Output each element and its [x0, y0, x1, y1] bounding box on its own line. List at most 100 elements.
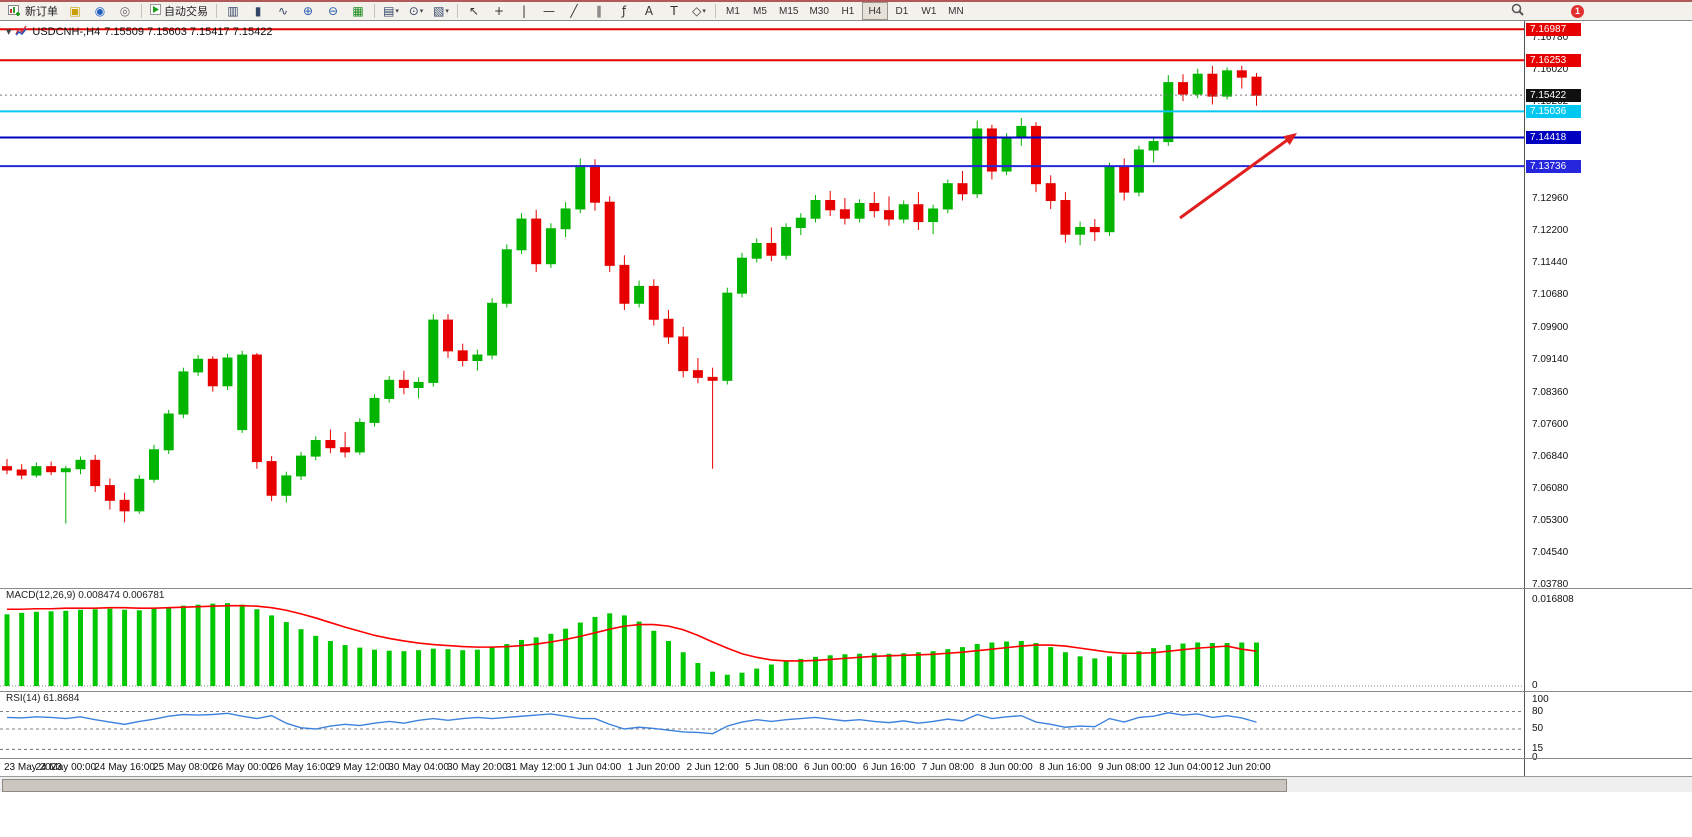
auto-trading-label: 自动交易 [164, 6, 208, 18]
label-icon: T [670, 4, 678, 18]
time-axis-label: 24 May 00:00 [35, 762, 97, 773]
price-axis-label: 7.06840 [1532, 450, 1569, 462]
tile-windows-button[interactable]: ▦ [346, 2, 370, 20]
crosshair-button[interactable]: + [487, 2, 511, 20]
price-axis-label: 7.16020 [1532, 64, 1569, 75]
bar-chart-button[interactable]: ▥ [221, 2, 245, 20]
fibonacci-button[interactable]: ƒ [612, 2, 636, 20]
macd-indicator-label: MACD(12,26,9) 0.008474 0.006781 [6, 590, 165, 601]
channel-icon: ∥ [596, 4, 602, 18]
price-axis-label: 7.12960 [1532, 192, 1569, 204]
line-chart-button[interactable]: ∿ [271, 2, 295, 20]
rsi-pane-divider[interactable] [0, 691, 1692, 692]
trendline-button[interactable]: ╱ [562, 2, 586, 20]
vertical-line-icon: | [521, 4, 527, 18]
timeframe-m30-button[interactable]: M30 [809, 5, 829, 17]
one-click-trading-caret-icon[interactable]: ▼ [6, 28, 12, 36]
horizontal-line-button[interactable]: — [537, 2, 561, 20]
channel-button[interactable]: ∥ [587, 2, 611, 20]
timeframe-m15-button[interactable]: M15 [779, 5, 799, 17]
cursor-icon: ↖ [468, 4, 480, 18]
candlestick-chart[interactable] [0, 21, 1524, 758]
timeframe-h1-button[interactable]: H1 [841, 5, 855, 17]
new-chart-icon: ▤ [383, 4, 395, 18]
timeframe-mn-button[interactable]: MN [948, 5, 964, 17]
time-axis-label: 8 Jun 00:00 [980, 762, 1033, 773]
price-axis-label: 7.07600 [1532, 418, 1569, 430]
ohlc-values: 7.15509 7.15603 7.15417 7.15422 [104, 26, 273, 38]
quick-icons-group: ▣ ◉ ◎ [63, 2, 137, 20]
time-axis-label: 31 May 12:00 [505, 762, 567, 773]
time-axis-label: 12 Jun 04:00 [1154, 762, 1212, 773]
mql5-button[interactable]: ▣ [63, 2, 87, 20]
time-axis-label: 24 May 16:00 [94, 762, 155, 773]
price-tag: 7.13736 [1526, 159, 1581, 173]
time-axis-label: 6 Jun 00:00 [804, 762, 857, 773]
toolbar-separator [374, 4, 375, 18]
shapes-button[interactable]: ◇ ▾ [687, 2, 711, 20]
macd-axis-label: 0 [1532, 680, 1538, 691]
time-axis-label: 23 May 2023 [4, 762, 62, 773]
price-axis-label: 7.16780 [1532, 32, 1569, 43]
timeframe-h4-button[interactable]: H4 [861, 2, 888, 20]
templates-button[interactable]: ▧ ▾ [429, 2, 453, 20]
time-axis-label: 8 Jun 16:00 [1039, 762, 1092, 773]
price-tag: 7.16253 [1526, 53, 1581, 67]
profiles-icon: ⊙ [408, 4, 419, 18]
horizontal-scrollbar[interactable] [0, 776, 1692, 792]
line-chart-icon: ∿ [277, 4, 289, 18]
chart-area[interactable]: ▼ USDCNH-,H4 7.15509 7.15603 7.15417 7.1… [0, 21, 1524, 776]
dropdown-caret-icon: ▾ [395, 7, 399, 15]
sound-icon: ◎ [119, 4, 131, 18]
price-axis-label: 7.09140 [1532, 353, 1569, 365]
crosshair-icon: + [493, 4, 505, 18]
text-button[interactable]: A [637, 2, 661, 20]
tile-windows-icon: ▦ [352, 4, 364, 18]
sound-button[interactable]: ◎ [113, 2, 137, 20]
scrollbar-thumb[interactable] [2, 779, 1287, 792]
macd-pane-divider[interactable] [0, 588, 1692, 589]
price-axis-label: 7.06080 [1532, 482, 1569, 494]
candlestick-chart-button[interactable]: ▮ [246, 2, 270, 20]
new-order-icon [8, 4, 22, 19]
main-toolbar: 新订单 ▣ ◉ ◎ 自动交易 ▥ ▮ ∿ ⊕ ⊖ ▦ ▤ ▾ ⊙ ▾ ▧ ▾ ↖ + | — ╱ ∥ ƒ A T ◇ ▾ M… [0, 0, 1692, 21]
timeframe-d1-button[interactable]: D1 [895, 5, 909, 17]
rsi-axis-label: 15 [1532, 743, 1544, 755]
toolbar-separator [141, 4, 142, 18]
price-scale[interactable]: 7.167807.160207.152627.129607.122007.114… [1524, 21, 1692, 776]
notification-badge[interactable]: 1 [1571, 4, 1584, 18]
new-order-button[interactable]: 新订单 [4, 2, 62, 20]
rsi-axis-label: 80 [1532, 705, 1544, 717]
templates-icon: ▧ [433, 4, 445, 18]
cursor-button[interactable]: ↖ [462, 2, 486, 20]
horizontal-line-icon: — [543, 4, 555, 18]
timeframe-w1-button[interactable]: W1 [921, 5, 937, 17]
rsi-axis-label: 0 [1532, 752, 1538, 763]
price-tag: 7.14418 [1526, 130, 1581, 144]
profiles-button[interactable]: ⊙ ▾ [404, 2, 428, 20]
time-axis[interactable]: 23 May 2023 24 May 00:00 24 May 16:00 25 Ma… [0, 758, 1524, 776]
candlestick-chart-icon: ▮ [254, 4, 262, 18]
time-axis-label: 2 Jun 12:00 [686, 762, 739, 773]
text-icon: A [644, 4, 654, 18]
timeframe-m5-button[interactable]: M5 [753, 5, 767, 17]
shapes-icon: ◇ [692, 4, 702, 18]
timeframe-m1-button[interactable]: M1 [726, 5, 740, 17]
toolbar-separator [457, 4, 458, 18]
price-axis-label: 7.03780 [1532, 579, 1569, 591]
macd-axis-label: 0.016808 [1532, 594, 1574, 605]
zoom-in-button[interactable]: ⊕ [296, 2, 320, 20]
time-axis-label: 26 May 00:00 [211, 762, 273, 773]
search-button[interactable] [1505, 2, 1529, 20]
new-chart-button[interactable]: ▤ ▾ [379, 2, 403, 20]
time-axis-label: 1 Jun 04:00 [568, 762, 622, 773]
label-button[interactable]: T [662, 2, 686, 20]
time-axis-label: 26 May 16:00 [270, 762, 332, 773]
fibonacci-icon: ƒ [621, 4, 627, 18]
bar-chart-icon: ▥ [227, 4, 239, 18]
time-axis-label: 7 Jun 08:00 [921, 762, 974, 773]
community-button[interactable]: ◉ [88, 2, 112, 20]
auto-trading-button[interactable]: 自动交易 [146, 2, 212, 20]
zoom-out-button[interactable]: ⊖ [321, 2, 345, 20]
vertical-line-button[interactable]: | [512, 2, 536, 20]
